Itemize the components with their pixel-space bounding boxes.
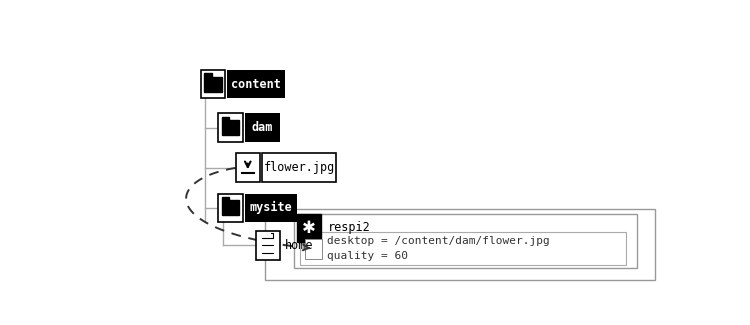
Text: mysite: mysite [249, 202, 292, 214]
Text: respi2: respi2 [328, 221, 370, 234]
FancyBboxPatch shape [266, 209, 655, 280]
Text: desktop = /content/dam/flower.jpg: desktop = /content/dam/flower.jpg [327, 236, 550, 246]
FancyBboxPatch shape [262, 153, 336, 182]
FancyBboxPatch shape [244, 113, 280, 142]
Text: ✱: ✱ [302, 219, 316, 237]
FancyBboxPatch shape [227, 70, 285, 98]
FancyBboxPatch shape [294, 214, 638, 268]
Text: quality = 60: quality = 60 [327, 251, 408, 261]
FancyBboxPatch shape [256, 231, 280, 260]
Text: home: home [285, 239, 314, 252]
FancyBboxPatch shape [221, 120, 239, 135]
FancyBboxPatch shape [300, 232, 626, 266]
Text: flower.jpg: flower.jpg [263, 162, 334, 175]
FancyBboxPatch shape [201, 70, 225, 98]
FancyBboxPatch shape [221, 197, 229, 201]
FancyBboxPatch shape [218, 113, 242, 142]
FancyBboxPatch shape [304, 239, 322, 259]
FancyBboxPatch shape [244, 193, 296, 222]
FancyBboxPatch shape [296, 214, 321, 242]
FancyBboxPatch shape [221, 201, 239, 215]
FancyBboxPatch shape [218, 193, 242, 222]
FancyBboxPatch shape [221, 117, 229, 120]
Text: content: content [231, 78, 281, 91]
FancyBboxPatch shape [204, 73, 212, 77]
Text: dam: dam [252, 121, 273, 134]
FancyBboxPatch shape [236, 153, 260, 182]
FancyBboxPatch shape [204, 77, 222, 92]
